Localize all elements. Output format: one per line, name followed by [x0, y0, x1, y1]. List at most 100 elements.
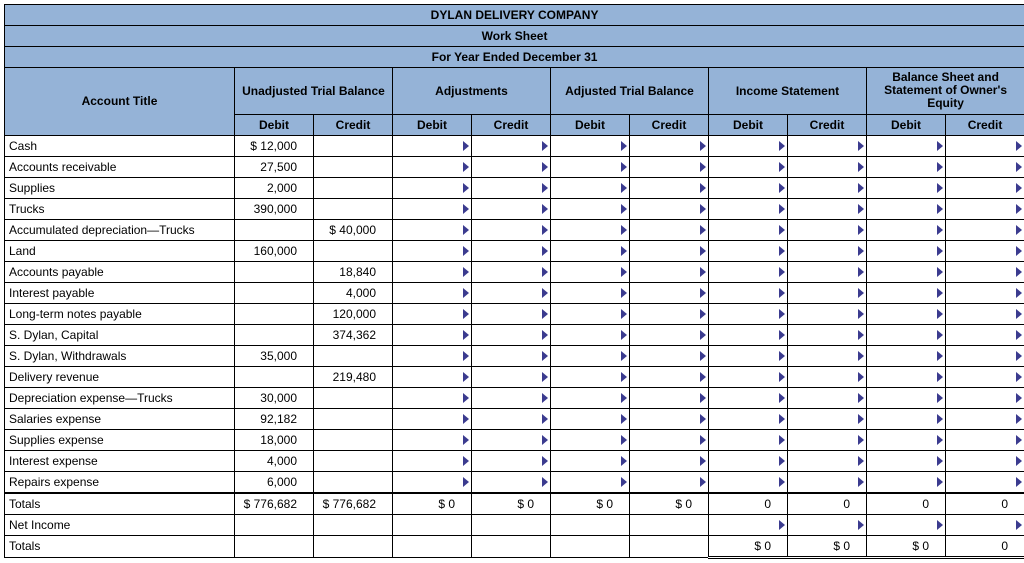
- adj-debit-cell[interactable]: [393, 387, 472, 408]
- adj-debit-cell[interactable]: [393, 282, 472, 303]
- net-income-is-d[interactable]: [709, 514, 788, 535]
- adj-credit-cell[interactable]: [472, 387, 551, 408]
- is-debit-cell[interactable]: [709, 345, 788, 366]
- is-credit-cell[interactable]: [788, 303, 867, 324]
- bs-debit-cell[interactable]: [867, 240, 946, 261]
- bs-debit-cell[interactable]: [867, 429, 946, 450]
- adj-credit-cell[interactable]: [472, 303, 551, 324]
- adjtb-debit-cell[interactable]: [551, 156, 630, 177]
- adjtb-debit-cell[interactable]: [551, 240, 630, 261]
- adj-debit-cell[interactable]: [393, 450, 472, 471]
- adjtb-debit-cell[interactable]: [551, 429, 630, 450]
- adjtb-debit-cell[interactable]: [551, 324, 630, 345]
- adjtb-debit-cell[interactable]: [551, 303, 630, 324]
- adj-credit-cell[interactable]: [472, 135, 551, 156]
- adjtb-debit-cell[interactable]: [551, 219, 630, 240]
- bs-debit-cell[interactable]: [867, 282, 946, 303]
- bs-debit-cell[interactable]: [867, 324, 946, 345]
- bs-credit-cell[interactable]: [946, 450, 1024, 471]
- adjtb-credit-cell[interactable]: [630, 450, 709, 471]
- adj-debit-cell[interactable]: [393, 471, 472, 493]
- bs-credit-cell[interactable]: [946, 408, 1024, 429]
- adjtb-credit-cell[interactable]: [630, 282, 709, 303]
- is-debit-cell[interactable]: [709, 387, 788, 408]
- adj-credit-cell[interactable]: [472, 471, 551, 493]
- adjtb-debit-cell[interactable]: [551, 387, 630, 408]
- is-credit-cell[interactable]: [788, 240, 867, 261]
- is-credit-cell[interactable]: [788, 345, 867, 366]
- adj-credit-cell[interactable]: [472, 366, 551, 387]
- adj-debit-cell[interactable]: [393, 177, 472, 198]
- net-income-bs-d[interactable]: [867, 514, 946, 535]
- is-debit-cell[interactable]: [709, 219, 788, 240]
- bs-debit-cell[interactable]: [867, 219, 946, 240]
- bs-debit-cell[interactable]: [867, 345, 946, 366]
- adj-debit-cell[interactable]: [393, 366, 472, 387]
- adj-debit-cell[interactable]: [393, 303, 472, 324]
- adj-credit-cell[interactable]: [472, 156, 551, 177]
- adjtb-credit-cell[interactable]: [630, 240, 709, 261]
- adjtb-credit-cell[interactable]: [630, 471, 709, 493]
- adj-credit-cell[interactable]: [472, 408, 551, 429]
- adjtb-credit-cell[interactable]: [630, 345, 709, 366]
- adjtb-debit-cell[interactable]: [551, 135, 630, 156]
- bs-credit-cell[interactable]: [946, 135, 1024, 156]
- bs-debit-cell[interactable]: [867, 156, 946, 177]
- adj-debit-cell[interactable]: [393, 219, 472, 240]
- is-debit-cell[interactable]: [709, 177, 788, 198]
- is-credit-cell[interactable]: [788, 366, 867, 387]
- adjtb-credit-cell[interactable]: [630, 177, 709, 198]
- adjtb-credit-cell[interactable]: [630, 156, 709, 177]
- adjtb-debit-cell[interactable]: [551, 282, 630, 303]
- adj-debit-cell[interactable]: [393, 135, 472, 156]
- bs-credit-cell[interactable]: [946, 303, 1024, 324]
- bs-credit-cell[interactable]: [946, 366, 1024, 387]
- is-credit-cell[interactable]: [788, 135, 867, 156]
- adjtb-debit-cell[interactable]: [551, 198, 630, 219]
- is-debit-cell[interactable]: [709, 429, 788, 450]
- adjtb-credit-cell[interactable]: [630, 135, 709, 156]
- is-debit-cell[interactable]: [709, 198, 788, 219]
- is-credit-cell[interactable]: [788, 408, 867, 429]
- adj-debit-cell[interactable]: [393, 240, 472, 261]
- bs-debit-cell[interactable]: [867, 471, 946, 493]
- bs-debit-cell[interactable]: [867, 261, 946, 282]
- adj-debit-cell[interactable]: [393, 429, 472, 450]
- adj-credit-cell[interactable]: [472, 177, 551, 198]
- bs-credit-cell[interactable]: [946, 387, 1024, 408]
- bs-debit-cell[interactable]: [867, 135, 946, 156]
- adj-credit-cell[interactable]: [472, 450, 551, 471]
- bs-debit-cell[interactable]: [867, 177, 946, 198]
- adj-credit-cell[interactable]: [472, 219, 551, 240]
- adj-credit-cell[interactable]: [472, 261, 551, 282]
- adjtb-credit-cell[interactable]: [630, 261, 709, 282]
- bs-debit-cell[interactable]: [867, 450, 946, 471]
- is-credit-cell[interactable]: [788, 429, 867, 450]
- is-credit-cell[interactable]: [788, 261, 867, 282]
- is-debit-cell[interactable]: [709, 450, 788, 471]
- bs-debit-cell[interactable]: [867, 408, 946, 429]
- adj-credit-cell[interactable]: [472, 324, 551, 345]
- is-credit-cell[interactable]: [788, 282, 867, 303]
- is-debit-cell[interactable]: [709, 135, 788, 156]
- is-credit-cell[interactable]: [788, 177, 867, 198]
- adjtb-debit-cell[interactable]: [551, 471, 630, 493]
- is-debit-cell[interactable]: [709, 471, 788, 493]
- bs-credit-cell[interactable]: [946, 219, 1024, 240]
- bs-credit-cell[interactable]: [946, 156, 1024, 177]
- is-debit-cell[interactable]: [709, 156, 788, 177]
- bs-credit-cell[interactable]: [946, 324, 1024, 345]
- adjtb-credit-cell[interactable]: [630, 429, 709, 450]
- adj-debit-cell[interactable]: [393, 324, 472, 345]
- adj-debit-cell[interactable]: [393, 408, 472, 429]
- is-credit-cell[interactable]: [788, 156, 867, 177]
- adj-credit-cell[interactable]: [472, 198, 551, 219]
- is-debit-cell[interactable]: [709, 324, 788, 345]
- bs-debit-cell[interactable]: [867, 198, 946, 219]
- net-income-is-c[interactable]: [788, 514, 867, 535]
- is-credit-cell[interactable]: [788, 324, 867, 345]
- adjtb-credit-cell[interactable]: [630, 219, 709, 240]
- adjtb-credit-cell[interactable]: [630, 387, 709, 408]
- adj-credit-cell[interactable]: [472, 429, 551, 450]
- adj-credit-cell[interactable]: [472, 240, 551, 261]
